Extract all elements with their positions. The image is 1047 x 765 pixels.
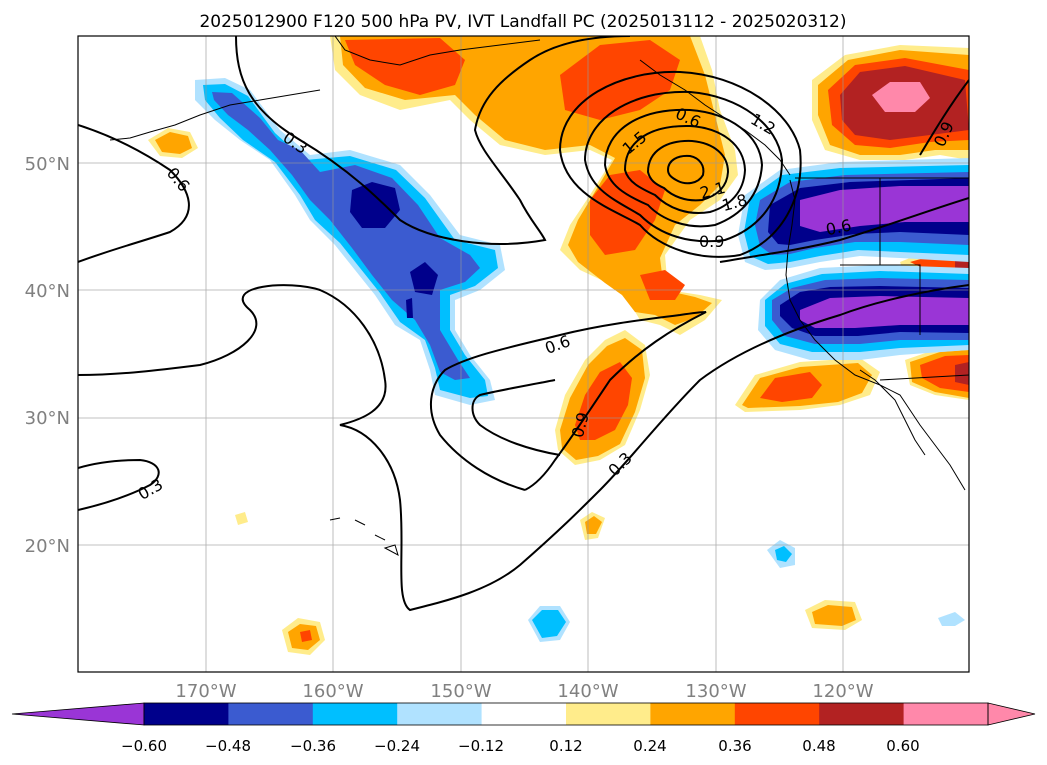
- contour-lines: [78, 36, 969, 612]
- shade-cool-dot-3: [938, 612, 965, 626]
- colorbar: −0.60 −0.48 −0.36 −0.24 −0.12 0.12 0.24 …: [11, 702, 1036, 755]
- longitude-labels: 170°W 160°W 150°W 140°W 130°W 120°W: [175, 681, 873, 702]
- shade-southeast-red: [920, 355, 969, 392]
- coast-baja: [859, 369, 926, 456]
- shade-southeast-darkred: [955, 362, 969, 385]
- lon-label: 140°W: [557, 681, 618, 702]
- shade-subtropical-plume-red: [575, 362, 632, 440]
- contour-label: 0.9: [699, 232, 724, 251]
- colorbar-extend-right: [987, 702, 1036, 726]
- coast-alaska: [334, 36, 541, 66]
- colorbar-segment: [566, 703, 651, 725]
- colorbar-segment: [312, 703, 398, 725]
- shade-dot-1-inner: [155, 132, 192, 154]
- negative-anomaly-shading: [195, 78, 969, 642]
- shade-south-band-purple: [800, 296, 969, 328]
- shade-cool-dot-1-inner: [532, 610, 566, 638]
- coast-aleutians: [109, 89, 321, 141]
- lon-label: 150°W: [430, 681, 491, 702]
- shade-pacific-cool-navy-2: [410, 262, 438, 295]
- contour-0.3-north: [235, 36, 631, 245]
- shade-offshore-red-2: [640, 270, 685, 300]
- coast-hawaii-3: [374, 534, 386, 541]
- colorbar-ticks: −0.60 −0.48 −0.36 −0.24 −0.12 0.12 0.24 …: [121, 737, 920, 755]
- colorbar-segment: [650, 703, 736, 725]
- figure-title: 2025012900 F120 500 hPa PV, IVT Landfall…: [199, 12, 846, 32]
- contour-ring-1.5: [603, 108, 764, 228]
- contour-ring-2.1: [646, 139, 730, 202]
- colorbar-tick-label: −0.60: [121, 737, 167, 755]
- colorbar-segment: [228, 703, 314, 725]
- contour-0.6-west: [78, 124, 190, 263]
- contour-0.6-main: [78, 284, 969, 612]
- colorbar-tick-label: 0.48: [802, 737, 835, 755]
- shade-baja-red: [760, 372, 822, 402]
- border-mex: [879, 374, 969, 381]
- lat-label: 20°N: [25, 536, 70, 557]
- shade-dot-2: [235, 512, 248, 525]
- contour-ring-0.9: [558, 70, 802, 258]
- contour-0.9-inner: [471, 379, 561, 456]
- lon-label: 130°W: [685, 681, 746, 702]
- latitude-labels: 50°N 40°N 30°N 20°N: [25, 154, 70, 557]
- colorbar-tick-label: −0.12: [458, 737, 504, 755]
- map-frame: [77, 35, 970, 673]
- colorbar-extend-left: [11, 702, 145, 726]
- contour-ring-1.8: [623, 124, 747, 214]
- positive-anomaly-shading: [148, 36, 969, 655]
- colorbar-segment: [397, 703, 483, 725]
- colorbar-tick-label: 0.12: [549, 737, 582, 755]
- contour-ring-inner: [666, 154, 705, 185]
- border-state-1: [840, 264, 921, 335]
- shade-coast-cool-purple: [800, 186, 969, 232]
- contour-0.9-east: [919, 79, 969, 156]
- colorbar-segment: [144, 703, 229, 725]
- shade-northeast-warm-pink: [872, 82, 930, 112]
- lat-label: 30°N: [25, 408, 70, 429]
- colorbar-tick-label: −0.36: [290, 737, 336, 755]
- colorbar-segment: [903, 703, 989, 725]
- lat-label: 50°N: [25, 154, 70, 175]
- coast-hawaii-2: [354, 519, 366, 526]
- colorbar-segment: [734, 703, 820, 725]
- colorbar-frame: [143, 702, 989, 726]
- coast-west-us: [785, 179, 966, 491]
- colorbar-segment: [819, 703, 905, 725]
- coast-hawaii-4: [383, 544, 399, 557]
- lat-label: 40°N: [25, 281, 70, 302]
- shade-dot-5-inner: [812, 605, 856, 626]
- lon-label: 120°W: [812, 681, 873, 702]
- contour-ring-1.2: [583, 90, 784, 243]
- colorbar-tick-label: 0.60: [886, 737, 919, 755]
- coast-hawaii-1: [329, 517, 341, 521]
- shade-pacific-cool-navy-1: [350, 182, 400, 228]
- colorbar-tick-label: −0.24: [374, 737, 420, 755]
- shade-pacific-cool-navy-3: [406, 298, 413, 318]
- contour-label: 0.6: [824, 215, 853, 239]
- shade-dot-4-core: [300, 630, 312, 642]
- contour-0.3-south: [78, 458, 160, 511]
- lon-label: 170°W: [175, 681, 236, 702]
- colorbar-tick-label: −0.48: [205, 737, 251, 755]
- colorbar-tick-label: 0.36: [718, 737, 751, 755]
- contour-0.6-east: [719, 197, 969, 263]
- colorbar-tick-label: 0.24: [633, 737, 666, 755]
- lon-label: 160°W: [302, 681, 363, 702]
- shade-pacific-cool-blue: [212, 92, 480, 380]
- shade-north-pacific-warm-red: [345, 38, 465, 95]
- shade-dot-3-inner: [585, 516, 602, 534]
- colorbar-segments: [144, 703, 989, 725]
- shade-cool-dot-2-inner: [775, 546, 792, 562]
- contour-0.6-inner: [429, 311, 707, 491]
- gridlines: [78, 36, 969, 672]
- colorbar-segment: [481, 703, 567, 725]
- map-panel: 0.3 0.6 0.9 1.2 1.5 1.8 2.1 0.6 0.3 0.6 …: [77, 35, 970, 673]
